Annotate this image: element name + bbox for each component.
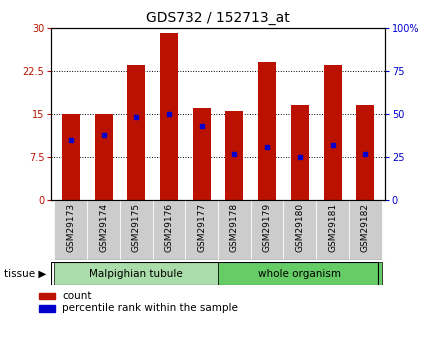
Bar [193, 108, 210, 200]
Bar [54, 262, 218, 285]
Text: count: count [62, 291, 92, 301]
Bar [324, 65, 342, 200]
Text: GSM29175: GSM29175 [132, 203, 141, 252]
Bar [127, 65, 145, 200]
Bar [87, 200, 120, 260]
Text: GSM29179: GSM29179 [263, 203, 271, 252]
Bar [153, 200, 185, 260]
Text: GSM29176: GSM29176 [165, 203, 174, 252]
Bar [283, 200, 316, 260]
Bar [316, 200, 349, 260]
Bar [218, 262, 382, 285]
Bar [40, 293, 54, 299]
Text: percentile rank within the sample: percentile rank within the sample [62, 303, 238, 313]
Text: tissue ▶: tissue ▶ [4, 269, 47, 278]
Bar [185, 200, 218, 260]
Bar [258, 62, 276, 200]
Bar [160, 33, 178, 200]
Text: GSM29173: GSM29173 [66, 203, 75, 252]
Bar [54, 200, 87, 260]
Text: GSM29177: GSM29177 [197, 203, 206, 252]
Bar [291, 105, 309, 200]
Bar [40, 305, 54, 312]
Bar [226, 111, 243, 200]
Title: GDS732 / 152713_at: GDS732 / 152713_at [146, 11, 290, 25]
Bar [349, 200, 382, 260]
Bar [94, 114, 113, 200]
Bar [251, 200, 283, 260]
Text: GSM29182: GSM29182 [361, 203, 370, 252]
Bar [218, 200, 251, 260]
Bar [356, 105, 374, 200]
Text: GSM29178: GSM29178 [230, 203, 239, 252]
Bar [62, 114, 80, 200]
Text: GSM29180: GSM29180 [295, 203, 304, 252]
Bar [120, 200, 153, 260]
Text: Malpighian tubule: Malpighian tubule [89, 269, 183, 278]
Text: GSM29174: GSM29174 [99, 203, 108, 252]
Text: GSM29181: GSM29181 [328, 203, 337, 252]
Text: whole organism: whole organism [259, 269, 341, 278]
